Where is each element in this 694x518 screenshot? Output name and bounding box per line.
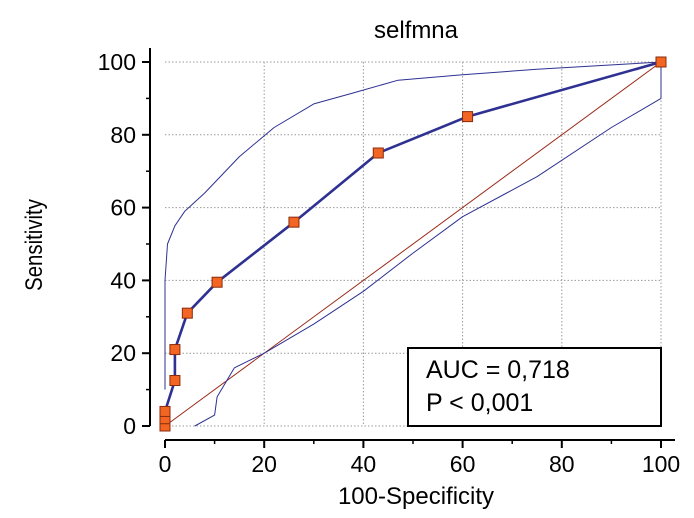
y-tick-label: 20 <box>110 340 136 366</box>
roc-point-marker <box>169 375 181 386</box>
reference-diagonal-line <box>164 61 662 427</box>
roc-point-marker <box>462 111 474 123</box>
x-axis-label: 100-Specificity <box>338 483 494 510</box>
y-tick-label: 80 <box>110 122 136 148</box>
roc-point-marker <box>372 147 384 159</box>
annotation-box <box>407 347 662 427</box>
y-tick-label: 60 <box>110 195 136 221</box>
roc-point-marker <box>211 276 223 288</box>
chart-title: selfmna <box>374 17 459 44</box>
annotation-line-1: AUC = 0,718 <box>426 356 570 384</box>
roc-point-marker <box>288 216 300 228</box>
series-layer <box>159 56 667 432</box>
roc-point-marker <box>655 56 667 68</box>
annotation-line-2: P < 0,001 <box>426 389 533 417</box>
x-tick-label: 20 <box>251 451 277 477</box>
y-tick-label: 100 <box>98 49 136 75</box>
roc-point-marker <box>169 344 181 356</box>
lower-confidence-bound-line <box>194 62 662 427</box>
y-axis-label: Sensitivity <box>20 198 47 291</box>
x-tick-label: 60 <box>450 451 476 477</box>
y-tick-label: 40 <box>110 267 136 293</box>
x-tick-label: 40 <box>351 451 377 477</box>
roc-point-marker <box>159 405 171 417</box>
x-tick-label: 100 <box>642 451 680 477</box>
y-tick-label: 0 <box>123 413 136 439</box>
x-tick-label: 80 <box>549 451 575 477</box>
auc-annotation: AUC = 0,718 P < 0,001 <box>407 347 662 427</box>
axes: 0 20 40 60 80 100 0 20 40 60 80 100 <box>98 48 680 477</box>
roc-point-marker <box>181 307 193 319</box>
x-tick-label: 0 <box>159 451 172 477</box>
upper-confidence-bound-line <box>164 61 662 390</box>
